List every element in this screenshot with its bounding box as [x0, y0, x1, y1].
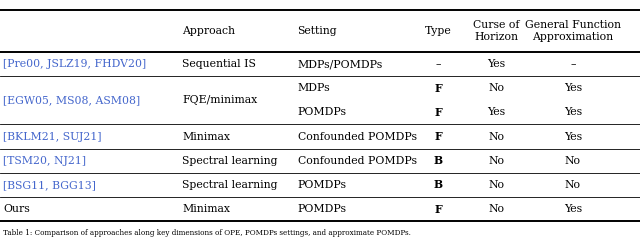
Text: Yes: Yes: [564, 204, 582, 214]
Text: Yes: Yes: [487, 107, 505, 117]
Text: No: No: [488, 131, 504, 142]
Text: Minimax: Minimax: [182, 204, 230, 214]
Text: No: No: [488, 204, 504, 214]
Text: Setting: Setting: [298, 26, 337, 36]
Text: Spectral learning: Spectral learning: [182, 180, 278, 190]
Text: Yes: Yes: [487, 59, 505, 69]
Text: Confounded POMDPs: Confounded POMDPs: [298, 131, 417, 142]
Text: Confounded POMDPs: Confounded POMDPs: [298, 156, 417, 166]
Text: F: F: [435, 83, 442, 94]
Text: –: –: [436, 59, 441, 69]
Text: Yes: Yes: [564, 83, 582, 93]
Text: General Function
Approximation: General Function Approximation: [525, 20, 621, 42]
Text: [TSM20, NJ21]: [TSM20, NJ21]: [3, 156, 86, 166]
Text: Yes: Yes: [564, 107, 582, 117]
Text: [BSG11, BGG13]: [BSG11, BGG13]: [3, 180, 96, 190]
Text: –: –: [570, 59, 575, 69]
Text: FQE/minimax: FQE/minimax: [182, 95, 258, 105]
Text: MDPs/POMDPs: MDPs/POMDPs: [298, 59, 383, 69]
Text: Sequential IS: Sequential IS: [182, 59, 256, 69]
Text: Approach: Approach: [182, 26, 236, 36]
Text: Type: Type: [425, 26, 452, 36]
Text: MDPs: MDPs: [298, 83, 330, 93]
Text: [BKLM21, SUJ21]: [BKLM21, SUJ21]: [3, 131, 102, 142]
Text: No: No: [564, 180, 581, 190]
Text: POMDPs: POMDPs: [298, 107, 347, 117]
Text: F: F: [435, 107, 442, 118]
Text: Yes: Yes: [564, 131, 582, 142]
Text: No: No: [488, 156, 504, 166]
Text: [EGW05, MS08, ASM08]: [EGW05, MS08, ASM08]: [3, 95, 140, 105]
Text: F: F: [435, 204, 442, 215]
Text: No: No: [488, 180, 504, 190]
Text: Ours: Ours: [3, 204, 30, 214]
Text: Spectral learning: Spectral learning: [182, 156, 278, 166]
Text: POMDPs: POMDPs: [298, 180, 347, 190]
Text: F: F: [435, 131, 442, 142]
Text: No: No: [564, 156, 581, 166]
Text: Curse of
Horizon: Curse of Horizon: [473, 20, 519, 42]
Text: No: No: [488, 83, 504, 93]
Text: B: B: [434, 179, 443, 190]
Text: [Pre00, JSLZ19, FHDV20]: [Pre00, JSLZ19, FHDV20]: [3, 59, 147, 69]
Text: Table 1: Comparison of approaches along key dimensions of OPE, POMDPs settings, : Table 1: Comparison of approaches along …: [3, 229, 411, 237]
Text: POMDPs: POMDPs: [298, 204, 347, 214]
Text: B: B: [434, 155, 443, 166]
Text: Minimax: Minimax: [182, 131, 230, 142]
